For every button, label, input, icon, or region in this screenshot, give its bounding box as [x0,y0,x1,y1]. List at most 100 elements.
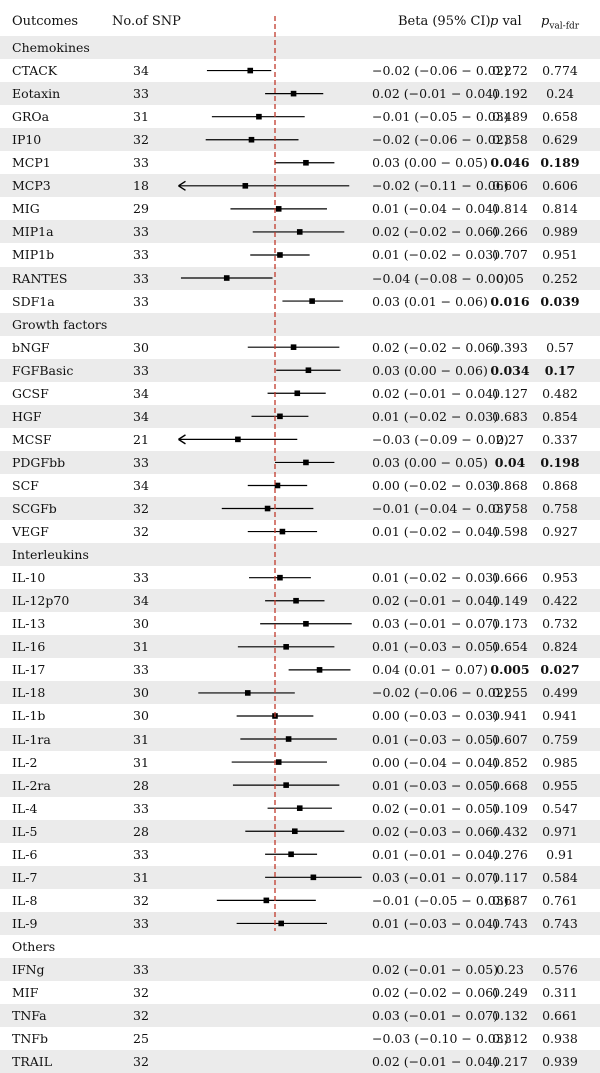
p-fdr-value: 0.868 [542,477,578,493]
nsnp-value: 34 [133,385,149,401]
table-row: IL-17 33 0.04 (0.01 − 0.07) 0.005 0.027 [0,658,600,681]
nsnp-value: 18 [133,178,149,194]
beta-ci-value: 0.01 (−0.02 − 0.03) [372,247,499,263]
table-row: SCGFb 32 −0.01 (−0.04 − 0.03) 0.758 0.758 [0,497,600,520]
outcome-name: TNFb [12,1031,48,1047]
p-fdr-value: 0.606 [542,178,578,194]
table-row: IL-5 28 0.02 (−0.03 − 0.06) 0.432 0.971 [0,819,600,843]
group-title: Interleukins [12,547,89,563]
forest-plot-figure: Outcomes No.of SNP Beta (95% CI) p val p… [0,14,600,1073]
nsnp-value: 25 [133,1031,149,1047]
nsnp-value: 33 [133,800,149,816]
outcome-name: GCSF [12,385,49,401]
beta-ci-value: 0.03 (0.00 − 0.05) [372,155,488,171]
p-value: 0.606 [492,178,528,194]
outcome-name: IL-6 [12,846,38,862]
p-fdr-value: 0.951 [542,247,578,263]
outcome-name: CTACK [12,63,58,79]
p-value: 0.852 [492,754,528,770]
beta-ci-value: 0.02 (−0.03 − 0.06) [372,823,499,839]
outcome-name: SCF [12,477,39,493]
outcome-name: IL-4 [12,800,38,816]
nsnp-value: 31 [133,639,149,655]
nsnp-value: 33 [133,846,149,862]
p-fdr-value: 0.576 [542,962,578,977]
outcome-name: MIP1a [12,224,54,240]
nsnp-value: 31 [133,869,149,885]
nsnp-value: 32 [133,985,149,1001]
p-value: 0.941 [492,708,528,724]
beta-ci-value: −0.02 (−0.06 − 0.02) [372,132,509,148]
p-value: 0.016 [490,293,530,309]
p-fdr-value: 0.824 [542,639,578,655]
nsnp-value: 33 [133,915,149,931]
nsnp-value: 33 [133,454,149,470]
p-fdr-value: 0.761 [542,892,578,908]
p-fdr-value: 0.971 [542,823,578,839]
outcome-name: IP10 [12,132,42,148]
table-row: MCP3 18 −0.02 (−0.11 − 0.06) 0.606 0.606 [0,174,600,198]
beta-ci-value: 0.00 (−0.02 − 0.03) [372,477,499,493]
outcome-name: IL-12p70 [12,593,70,609]
nsnp-value: 34 [133,477,149,493]
p-value: 0.432 [492,823,528,839]
nsnp-value: 33 [133,362,149,378]
p-value: 0.132 [492,1008,528,1024]
table-row: SDF1a 33 0.03 (0.01 − 0.06) 0.016 0.039 [0,290,600,313]
p-value: 0.814 [492,201,528,217]
table-row: MIG 29 0.01 (−0.04 − 0.04) 0.814 0.814 [0,197,600,220]
table-row: CTACK 34 −0.02 (−0.06 − 0.02) 0.272 0.774 [0,59,600,82]
table-row: TNFb 25 −0.03 (−0.10 − 0.03) 0.312 0.938 [0,1027,600,1050]
beta-ci-value: 0.02 (−0.01 − 0.04) [372,1054,499,1070]
p-fdr-value: 0.658 [542,109,578,125]
outcome-name: HGF [12,408,42,424]
header-nsnp: No.of SNP [112,14,181,29]
table-row: PDGFbb 33 0.03 (0.00 − 0.05) 0.04 0.198 [0,450,600,474]
table-row: IL-12p70 34 0.02 (−0.01 − 0.04) 0.149 0.422 [0,589,600,613]
p-fdr-value: 0.422 [542,593,578,609]
p-fdr-value: 0.989 [542,224,578,240]
beta-ci-value: 0.00 (−0.04 − 0.04) [372,754,499,770]
nsnp-value: 29 [133,201,149,217]
outcome-name: IL-2 [12,754,38,770]
p-fdr-value: 0.743 [542,915,578,931]
table-row: IL-2 31 0.00 (−0.04 − 0.04) 0.852 0.985 [0,751,600,774]
table-row: IL-2ra 28 0.01 (−0.03 − 0.05) 0.668 0.955 [0,773,600,797]
beta-ci-value: 0.02 (−0.01 − 0.04) [372,593,499,609]
table-row: MIF 32 0.02 (−0.02 − 0.06) 0.249 0.311 [0,981,600,1004]
outcome-name: MCP3 [12,178,51,194]
beta-ci-value: 0.02 (−0.02 − 0.06) [372,985,499,1001]
beta-ci-value: −0.02 (−0.11 − 0.06) [372,178,509,194]
header-beta-ci: Beta (95% CI) [398,14,491,29]
p-fdr-value: 0.57 [546,339,574,355]
outcome-name: Eotaxin [12,86,61,102]
p-fdr-value: 0.499 [542,685,578,701]
table-row: TNFa 32 0.03 (−0.01 − 0.07) 0.132 0.661 [0,1004,600,1028]
p-fdr-value: 0.17 [544,362,576,378]
p-fdr-value: 0.91 [546,846,574,862]
p-value: 0.266 [492,224,528,240]
nsnp-value: 32 [133,524,149,540]
beta-ci-value: 0.02 (−0.01 − 0.05) [372,962,499,977]
nsnp-value: 30 [133,339,149,355]
nsnp-value: 31 [133,754,149,770]
outcome-name: SDF1a [12,293,55,309]
beta-ci-value: 0.00 (−0.03 − 0.03) [372,708,499,724]
outcome-name: MIG [12,201,40,217]
p-fdr-value: 0.252 [542,270,578,286]
p-value: 0.743 [492,915,528,931]
nsnp-value: 33 [133,570,149,586]
outcome-name: bNGF [12,339,50,355]
p-fdr-value: 0.854 [542,408,578,424]
nsnp-value: 21 [133,431,149,447]
table-row: IL-4 33 0.02 (−0.01 − 0.05) 0.109 0.547 [0,797,600,820]
p-fdr-value: 0.661 [542,1008,578,1024]
nsnp-value: 33 [133,247,149,263]
p-value: 0.666 [492,570,528,586]
p-value: 0.654 [492,639,528,655]
beta-ci-value: 0.01 (−0.04 − 0.04) [372,201,499,217]
p-fdr-value: 0.629 [542,132,578,148]
p-value: 0.276 [492,846,528,862]
nsnp-value: 32 [133,501,149,516]
outcome-name: IL-9 [12,915,38,931]
